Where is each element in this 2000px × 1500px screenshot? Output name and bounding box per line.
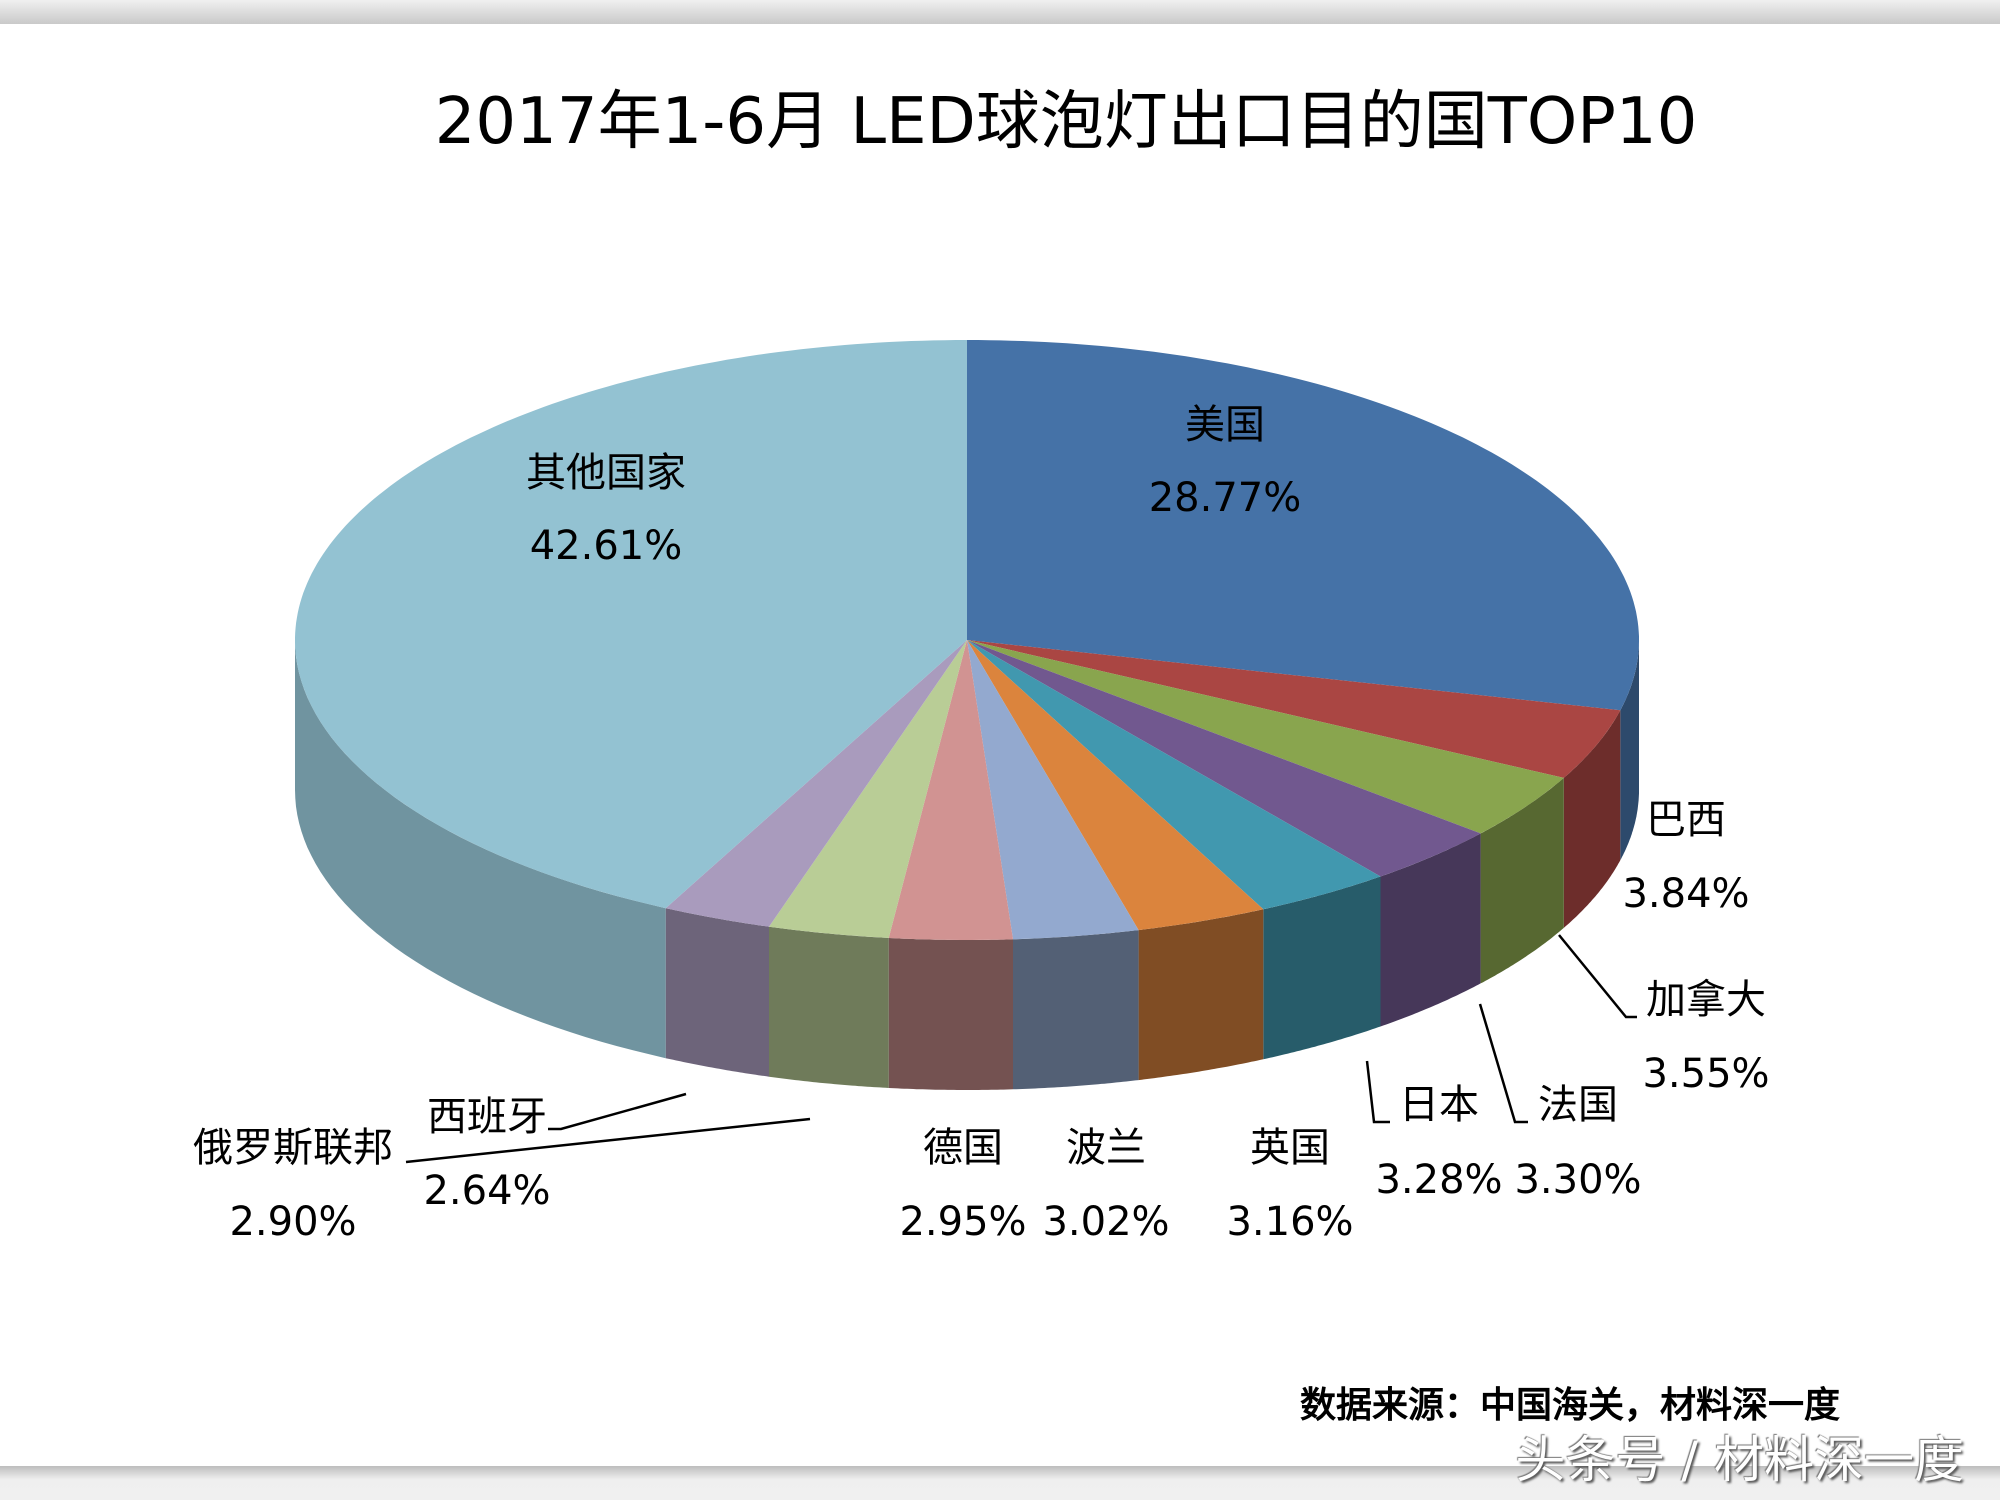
slice-label-russia: 俄罗斯联邦	[193, 1125, 393, 1171]
slice-value-poland: 3.02%	[1042, 1199, 1170, 1245]
pie-slice-side-1	[1563, 710, 1621, 928]
slice-label-germany: 德国	[923, 1125, 1003, 1171]
slice-value-brazil: 3.84%	[1622, 871, 1750, 917]
pie-slice-side-9	[665, 908, 769, 1077]
slice-label-france: 法国	[1538, 1082, 1618, 1128]
pie-slice-side-5	[1138, 909, 1264, 1081]
pie-slice-7	[888, 640, 1013, 940]
pie-slice-side-6	[1013, 930, 1139, 1090]
pie-slice-side-8	[769, 926, 889, 1088]
pie-slice-3	[967, 640, 1481, 877]
leader-line-france	[1478, 1003, 1528, 1124]
pie-slice-6	[967, 640, 1139, 940]
pie-slice-10	[295, 340, 967, 909]
pie-slice-side-7	[888, 938, 1013, 1090]
slice-label-spain: 西班牙	[427, 1094, 547, 1140]
pie-slice-side-2	[1480, 777, 1564, 984]
pie-slice-side-10	[295, 640, 666, 1059]
pie-slice-4	[967, 640, 1381, 910]
pie-slice-2	[967, 640, 1564, 834]
slice-label-others: 其他国家	[526, 450, 686, 496]
bottom-bar	[0, 1466, 2000, 1500]
pie-slice-8	[769, 640, 967, 938]
data-source-note: 数据来源：中国海关，材料深一度	[1299, 1385, 1840, 1426]
pie-slice-side-3	[1380, 833, 1481, 1027]
slice-value-russia: 2.90%	[229, 1199, 357, 1245]
pie-slice-side-0	[1620, 640, 1639, 861]
pie-slice-side-4	[1263, 876, 1381, 1060]
chart-title: 2017年1-6月 LED球泡灯出口目的国TOP10	[434, 85, 1698, 159]
slice-label-uk: 英国	[1250, 1125, 1330, 1171]
slice-value-germany: 2.95%	[899, 1199, 1027, 1245]
pie-slice-9	[665, 640, 967, 927]
pie-slice-0	[967, 340, 1639, 711]
pie-slice-1	[967, 640, 1621, 778]
slice-value-spain: 2.64%	[423, 1168, 551, 1214]
slice-label-brazil: 巴西	[1646, 797, 1726, 843]
slice-value-japan: 3.28%	[1375, 1157, 1503, 1203]
slice-label-canada: 加拿大	[1646, 977, 1766, 1023]
slice-value-usa: 28.77%	[1148, 475, 1302, 521]
slice-label-usa: 美国	[1185, 402, 1265, 448]
slice-label-poland: 波兰	[1066, 1125, 1146, 1171]
watermark: 头条号 / 材料深一度	[1515, 1431, 1964, 1489]
slice-value-canada: 3.55%	[1642, 1051, 1770, 1097]
leader-line-japan	[1365, 1060, 1390, 1124]
top-bar	[0, 0, 2000, 24]
leader-line-spain	[548, 1092, 687, 1131]
slice-value-france: 3.30%	[1514, 1157, 1642, 1203]
slice-label-japan: 日本	[1399, 1082, 1479, 1128]
leader-line-russia	[405, 1117, 811, 1164]
slice-value-others: 42.61%	[529, 523, 683, 569]
slice-value-uk: 3.16%	[1226, 1199, 1354, 1245]
pie-slice-5	[967, 640, 1264, 931]
leader-line-canada	[1558, 934, 1637, 1019]
